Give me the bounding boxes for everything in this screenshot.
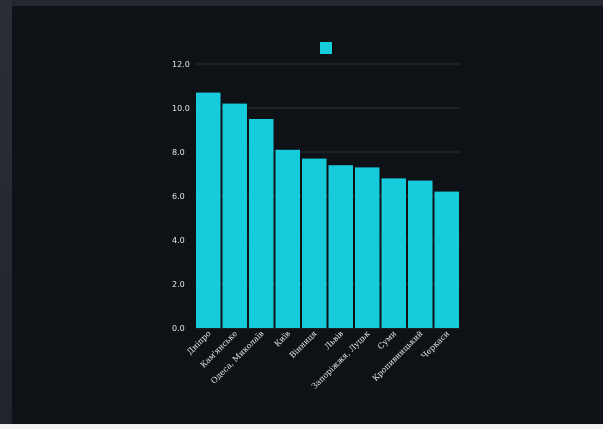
y-tick-label: 4.0 — [172, 236, 185, 245]
bar[interactable] — [328, 165, 354, 328]
y-tick-label: 8.0 — [172, 148, 185, 157]
y-tick-label: 12.0 — [172, 60, 190, 69]
bar[interactable] — [302, 158, 327, 328]
x-tick-label: Суми — [376, 329, 398, 351]
x-tick-label: Черкаси — [420, 329, 452, 361]
bar[interactable] — [249, 119, 274, 328]
bar[interactable] — [222, 103, 248, 328]
y-tick-label: 6.0 — [172, 192, 185, 201]
y-tick-label: 2.0 — [172, 280, 185, 289]
bar[interactable] — [275, 149, 301, 328]
window-bottom-border — [0, 424, 603, 429]
y-axis-ticks: 0.0 2.0 4.0 6.0 8.0 10.0 12.0 — [172, 60, 190, 333]
bar[interactable] — [196, 92, 221, 328]
window-top-border — [0, 0, 603, 6]
x-tick-label: Львів — [323, 329, 346, 352]
bar[interactable] — [434, 191, 460, 328]
x-tick-label: Вінниця — [288, 329, 319, 360]
x-tick-label: Одеса, Миколаїв — [209, 329, 266, 386]
x-tick-label: Київ — [273, 329, 293, 349]
bar[interactable] — [408, 180, 433, 328]
x-tick-label: Кропивницький — [371, 329, 425, 383]
sidebar-strip — [0, 0, 12, 429]
legend-swatch[interactable] — [320, 42, 332, 54]
bars — [196, 92, 460, 328]
bar[interactable] — [355, 167, 380, 328]
bar[interactable] — [381, 178, 407, 328]
y-tick-label: 0.0 — [172, 324, 185, 333]
y-tick-label: 10.0 — [172, 104, 190, 113]
